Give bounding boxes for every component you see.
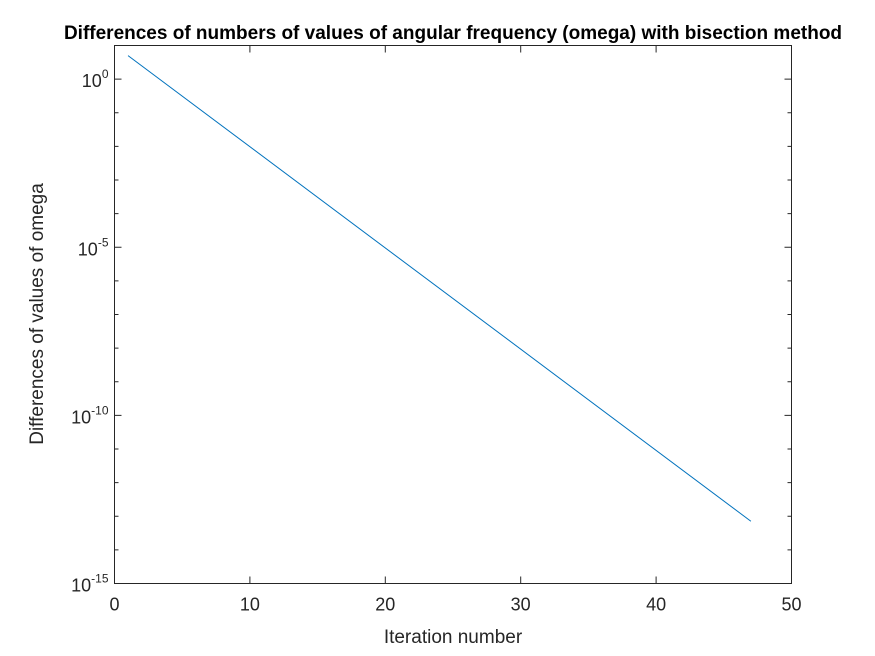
x-tick-label: 40 — [646, 595, 666, 615]
y-tick-label: 100 — [82, 67, 109, 91]
y-tick-label: 10-5 — [78, 235, 109, 259]
axes-box — [114, 45, 792, 584]
y-tick-label: 10-15 — [71, 572, 109, 596]
series-line-1 — [127, 55, 752, 522]
x-tick-label: 50 — [781, 595, 801, 615]
x-tick-label: 30 — [511, 595, 531, 615]
y-ticks: 10-15 10-10 10-5 100 — [71, 45, 792, 596]
x-tick-label: 20 — [375, 595, 395, 615]
series-group — [127, 55, 752, 522]
plot-area: 0 10 20 30 40 50 10-15 10-10 10-5 100 — [71, 45, 802, 615]
x-axis-label: Iteration number — [384, 627, 523, 648]
y-axis-label: Differences of values of omega — [27, 183, 48, 445]
x-tick-label: 10 — [240, 595, 260, 615]
x-tick-label: 0 — [109, 595, 119, 615]
chart-title: Differences of numbers of values of angu… — [64, 23, 842, 44]
x-ticks: 0 10 20 30 40 50 — [109, 45, 802, 615]
y-tick-label: 10-10 — [71, 403, 109, 427]
